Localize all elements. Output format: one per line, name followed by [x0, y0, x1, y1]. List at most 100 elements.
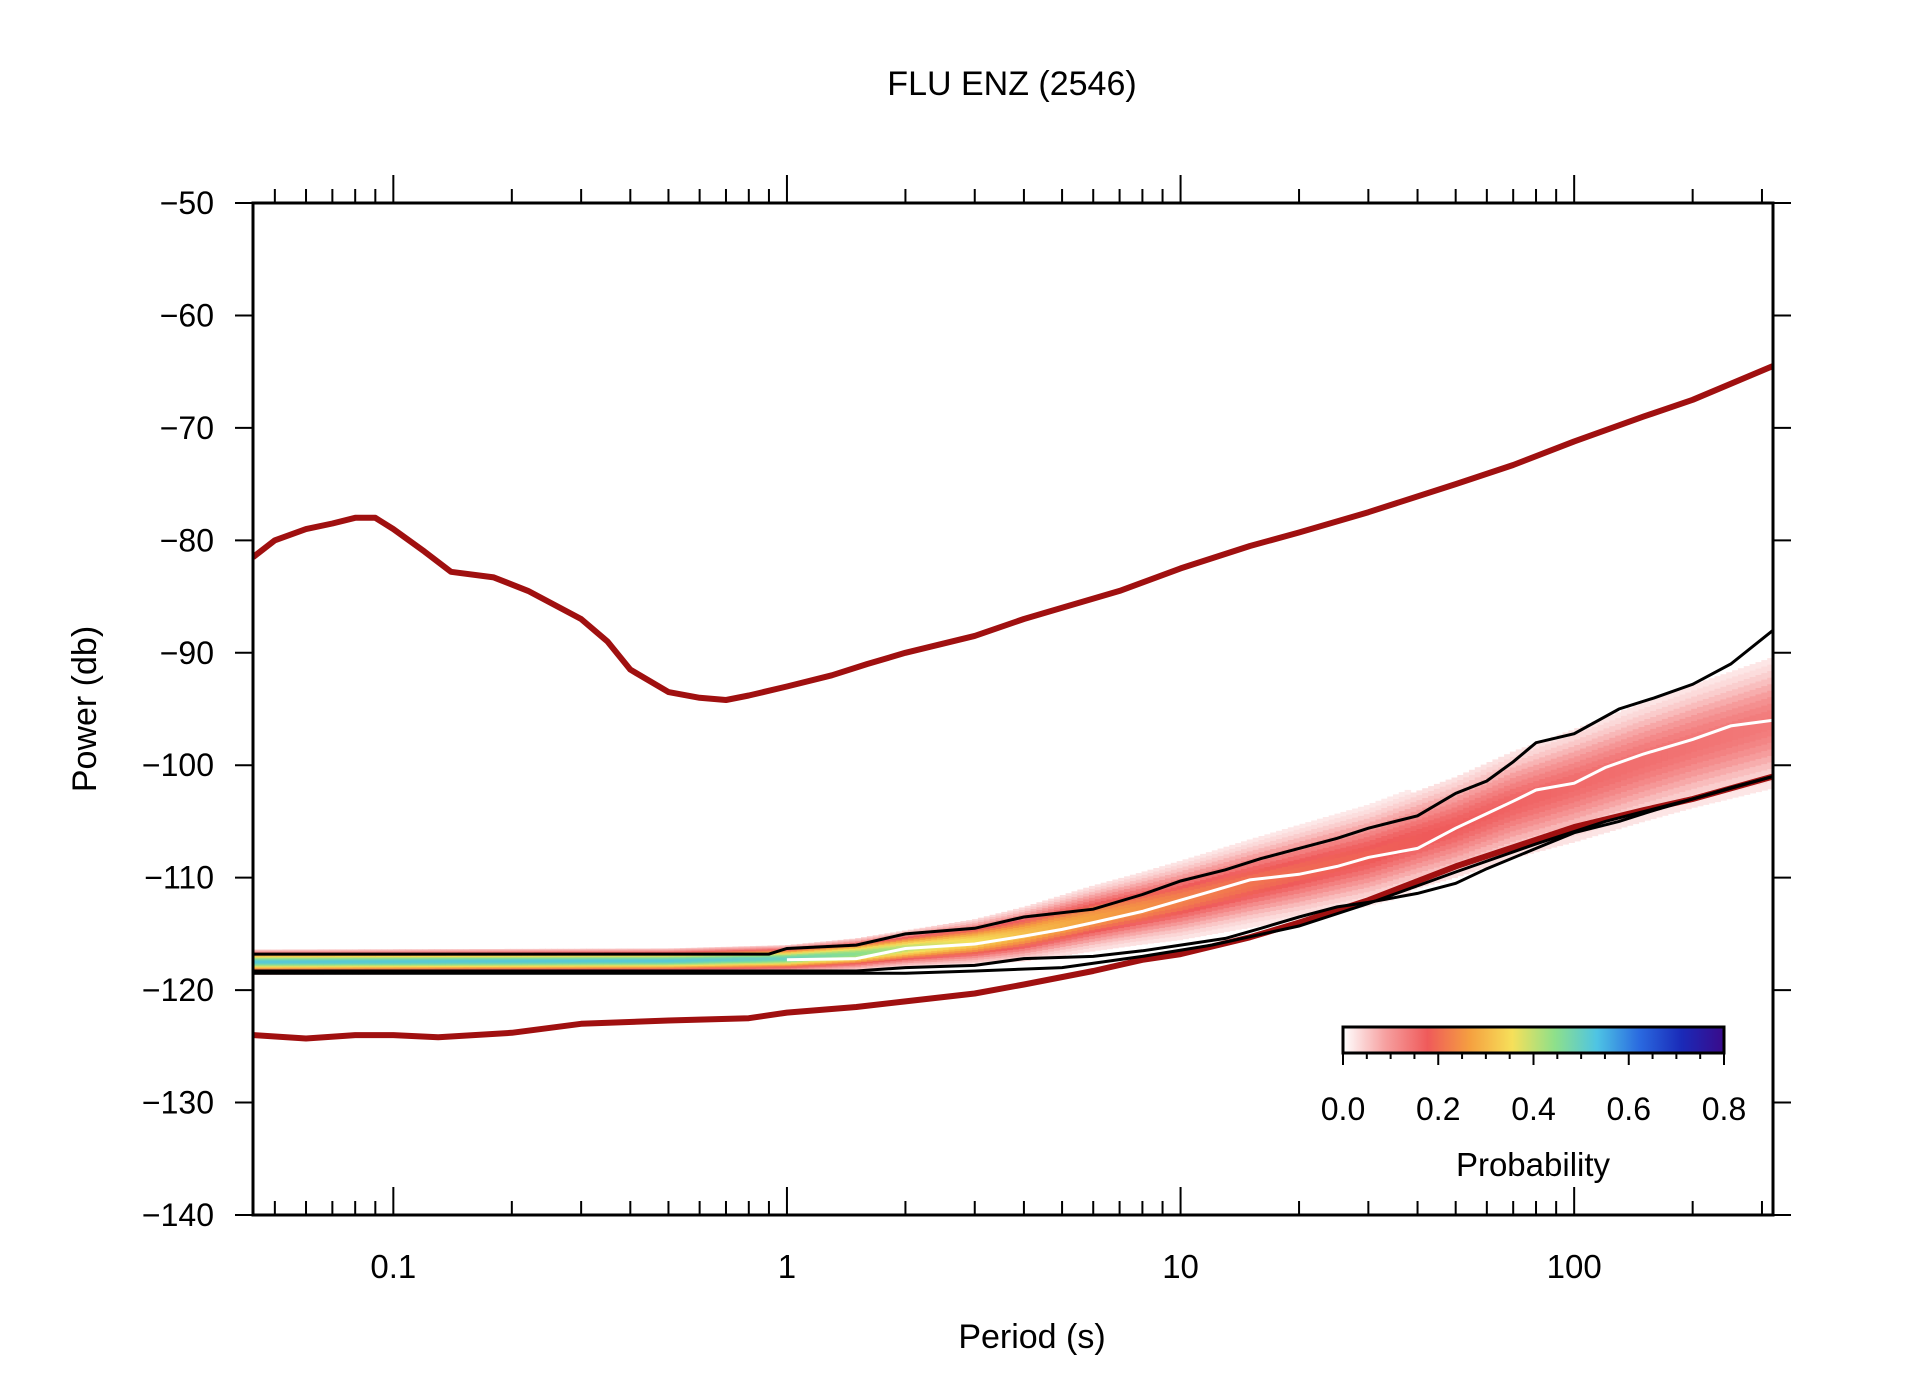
pdf-cell — [983, 918, 991, 922]
pdf-cell — [1591, 767, 1599, 774]
pdf-cell — [574, 951, 581, 953]
pdf-cell — [1048, 946, 1055, 950]
pdf-cell — [948, 923, 956, 926]
pdf-cell — [557, 965, 564, 968]
pdf-cell — [568, 956, 576, 959]
pdf-cell — [562, 960, 570, 962]
pdf-cell — [907, 961, 915, 964]
pdf-cell — [1480, 841, 1488, 848]
pdf-cell — [1258, 888, 1265, 894]
pdf-cell — [1013, 913, 1020, 917]
pdf-cell — [1568, 820, 1575, 827]
pdf-cell — [557, 964, 564, 967]
pdf-cell — [305, 951, 312, 954]
pdf-cell — [375, 961, 383, 964]
pdf-cell — [475, 967, 482, 969]
pdf-cell — [475, 956, 482, 959]
pdf-cell — [311, 957, 318, 959]
pdf-cell — [843, 940, 850, 943]
pdf-cell — [1001, 941, 1008, 945]
pdf-cell — [615, 955, 622, 958]
pdf-cell — [837, 955, 844, 958]
pdf-cell — [375, 959, 383, 962]
pdf-cell — [1480, 826, 1488, 833]
pdf-cell — [1241, 884, 1248, 890]
pdf-cell — [831, 952, 839, 955]
pdf-cell — [1065, 918, 1072, 922]
pdf-cell — [492, 950, 500, 952]
pdf-cell — [1509, 852, 1517, 859]
pdf-cell — [1299, 862, 1306, 868]
pdf-cell — [1270, 861, 1277, 867]
pdf-cell — [1159, 897, 1166, 902]
pdf-cell — [855, 945, 862, 948]
pdf-cell — [1071, 922, 1078, 926]
pdf-cell — [685, 955, 692, 958]
pdf-cell — [714, 957, 722, 960]
pdf-cell — [311, 956, 318, 958]
pdf-cell — [925, 956, 932, 960]
pdf-cell — [1527, 831, 1534, 838]
pdf-cell — [469, 964, 476, 967]
pdf-cell — [1112, 919, 1119, 924]
pdf-cell — [1346, 810, 1353, 816]
pdf-cell — [1089, 915, 1096, 920]
pdf-cell — [901, 945, 909, 948]
pdf-cell — [498, 960, 505, 962]
pdf-cell — [1439, 846, 1447, 852]
pdf-cell — [1188, 919, 1195, 924]
pdf-cell — [498, 959, 505, 961]
pdf-cell — [1170, 866, 1178, 871]
pdf-cell — [709, 960, 716, 962]
pdf-cell — [416, 959, 424, 961]
pdf-cell — [720, 946, 728, 949]
pdf-cell — [1381, 812, 1388, 818]
pdf-cell — [1129, 932, 1137, 937]
pdf-cell — [1053, 918, 1061, 922]
pdf-cell — [1539, 740, 1546, 747]
pdf-cell — [334, 951, 342, 954]
pdf-cell — [1071, 945, 1078, 949]
pdf-cell — [1176, 882, 1184, 887]
pdf-cell — [925, 962, 932, 965]
pdf-cell — [1200, 857, 1207, 862]
pdf-cell — [1568, 808, 1575, 815]
pdf-cell — [1241, 896, 1248, 902]
pdf-cell — [802, 962, 809, 965]
pdf-cell — [586, 957, 593, 960]
pdf-cell — [381, 957, 388, 959]
pdf-cell — [1311, 881, 1318, 887]
pdf-cell — [790, 964, 798, 967]
pdf-cell — [352, 962, 359, 965]
pdf-cell — [533, 960, 540, 962]
pdf-cell — [305, 956, 312, 958]
pdf-cell — [1241, 900, 1248, 906]
pdf-cell — [1451, 847, 1458, 854]
pdf-cell — [445, 963, 453, 966]
pdf-cell — [1568, 775, 1575, 782]
pdf-cell — [650, 964, 657, 966]
pdf-cell — [1007, 954, 1014, 958]
pdf-cell — [1509, 751, 1517, 758]
pdf-cell — [1147, 893, 1154, 897]
pdf-cell — [1381, 798, 1388, 804]
pdf-cell — [410, 966, 418, 968]
pdf-cell — [755, 955, 763, 958]
pdf-cell — [1352, 844, 1359, 850]
pdf-cell — [1182, 891, 1189, 896]
pdf-cell — [264, 964, 272, 966]
pdf-cell — [1410, 840, 1417, 847]
pdf-cell — [1118, 887, 1125, 891]
pdf-cell — [937, 956, 944, 959]
pdf-cell — [592, 959, 599, 962]
pdf-cell — [1334, 893, 1341, 899]
pdf-cell — [1083, 940, 1090, 944]
pdf-cell — [434, 963, 441, 966]
pdf-cell — [837, 967, 844, 970]
pdf-cell — [843, 947, 850, 950]
pdf-cell — [1556, 767, 1564, 774]
pdf-cell — [1135, 879, 1143, 884]
pdf-cell — [937, 961, 944, 965]
pdf-cell — [1527, 766, 1534, 773]
pdf-cell — [1591, 795, 1599, 802]
